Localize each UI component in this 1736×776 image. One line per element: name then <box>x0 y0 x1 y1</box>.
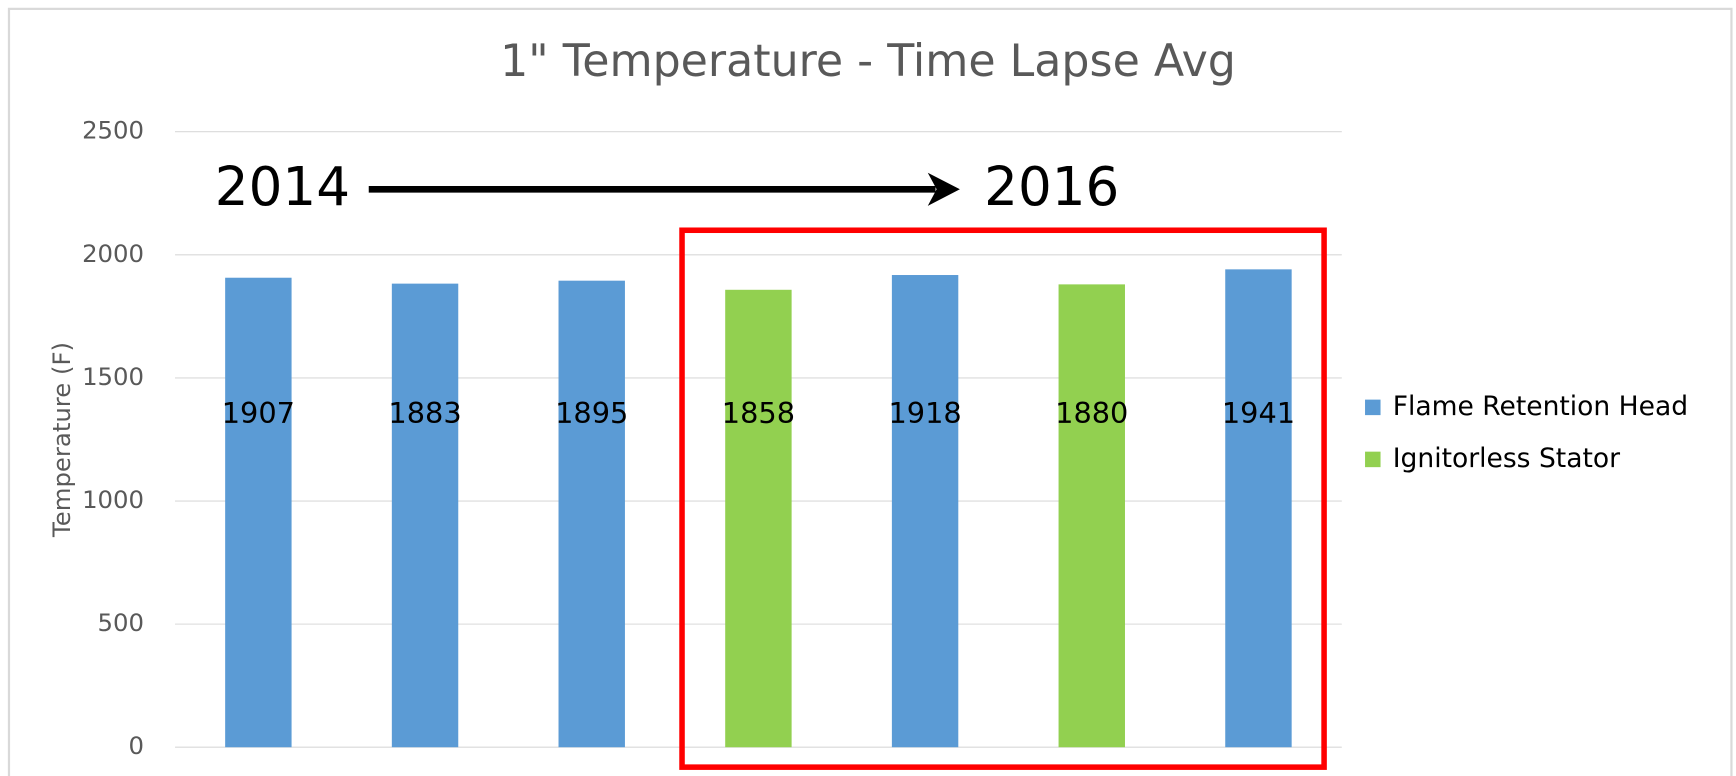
bar <box>1058 284 1125 748</box>
bar <box>725 289 792 748</box>
highlight-box <box>679 227 1327 770</box>
data-label: 1883 <box>388 396 461 430</box>
legend-label: Flame Retention Head <box>1393 391 1688 422</box>
y-tick-label: 1500 <box>82 362 144 391</box>
bar <box>558 280 625 748</box>
legend-label: Ignitorless Stator <box>1393 443 1620 474</box>
data-label: 1895 <box>555 396 628 430</box>
y-tick-label: 500 <box>98 608 144 637</box>
data-label: 1918 <box>888 396 961 430</box>
data-label: 1880 <box>1055 396 1128 430</box>
chart-title: 1" Temperature - Time Lapse Avg <box>500 36 1236 87</box>
y-tick-label: 1000 <box>82 485 144 514</box>
legend-swatch <box>1365 451 1381 468</box>
y-tick-label: 2000 <box>82 239 144 268</box>
y-axis-label: Temperature (F) <box>47 342 76 538</box>
data-label: 1858 <box>722 396 795 430</box>
legend-swatch <box>1365 399 1381 416</box>
arrow-head <box>927 172 960 206</box>
data-label: 1907 <box>222 396 295 430</box>
chart-border <box>7 7 1733 776</box>
bar <box>891 275 959 748</box>
y-tick-label: 2500 <box>82 116 144 145</box>
annotation: 2014 <box>215 156 350 218</box>
annotation: 2016 <box>984 156 1119 218</box>
bar <box>1225 269 1292 748</box>
y-tick-label: 0 <box>129 731 145 760</box>
bar <box>225 277 292 748</box>
bar <box>391 283 459 748</box>
data-label: 1941 <box>1222 396 1295 430</box>
